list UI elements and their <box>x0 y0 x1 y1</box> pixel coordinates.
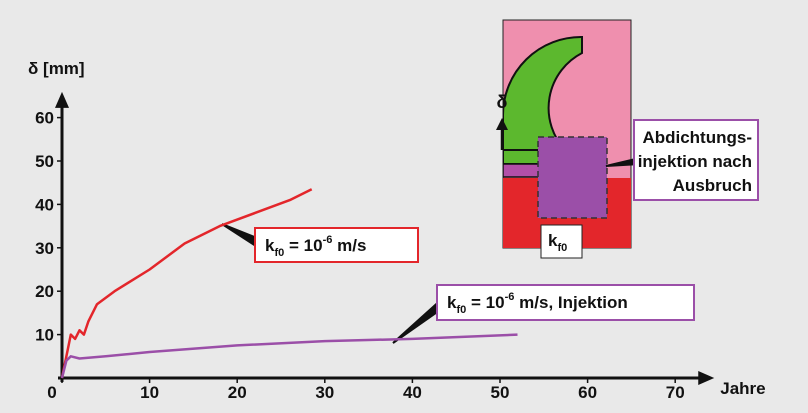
x-tick-label: 20 <box>228 383 247 402</box>
text-part: f0 <box>557 242 567 254</box>
text-part: -6 <box>505 291 515 303</box>
text-part: m/s <box>332 236 366 255</box>
chart: δ Jahre δ [mm] 0 10 20 30 40 50 60 70 10 20 30 40 50 60… <box>0 0 808 413</box>
delta-label: δ <box>497 92 508 112</box>
callout-text: Abdichtungs- <box>642 128 752 147</box>
page: δ Jahre δ [mm] 0 10 20 30 40 50 60 70 10 20 30 40 50 60… <box>0 0 808 413</box>
y-tick-label: 30 <box>35 239 54 258</box>
y-axis-label: δ [mm] <box>28 59 85 78</box>
x-tick-label: 40 <box>403 383 422 402</box>
x-tick-label: 60 <box>578 383 597 402</box>
text-part: = 10 <box>284 236 322 255</box>
x-tick-label: 0 <box>47 383 56 402</box>
y-tick-label: 40 <box>35 195 54 214</box>
background <box>0 0 808 413</box>
text-part: f0 <box>456 304 466 316</box>
injection-zone <box>538 137 607 218</box>
y-tick-label: 20 <box>35 282 54 301</box>
x-tick-label: 70 <box>666 383 685 402</box>
y-tick-label: 50 <box>35 152 54 171</box>
y-tick-label: 60 <box>35 109 54 128</box>
x-tick-label: 50 <box>491 383 510 402</box>
x-tick-label: 30 <box>315 383 334 402</box>
text-part: m/s, Injektion <box>514 293 627 312</box>
x-tick-label: 10 <box>140 383 159 402</box>
x-axis-label: Jahre <box>720 379 765 398</box>
callout-text: injektion nach <box>638 152 752 171</box>
text-part: = 10 <box>466 293 504 312</box>
text-part: -6 <box>323 234 333 246</box>
y-tick-label: 10 <box>35 326 54 345</box>
callout-text: Ausbruch <box>673 176 752 195</box>
text-part: f0 <box>274 247 284 259</box>
